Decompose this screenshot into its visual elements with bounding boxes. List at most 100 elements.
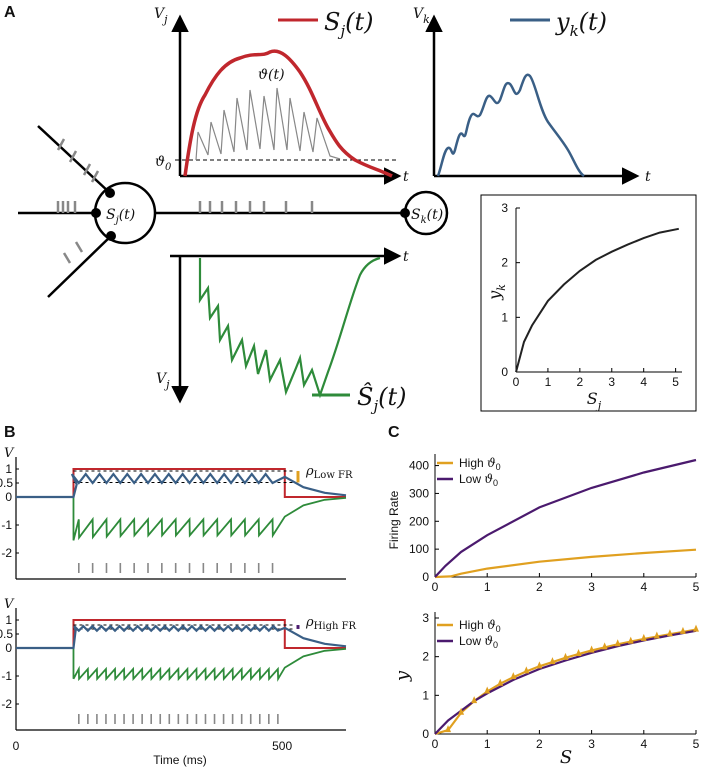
b-y-tick-label-low: 0.5 [0, 476, 13, 490]
b-y-tick-label-low: 0 [5, 490, 12, 504]
c-x-tick-label-y: 3 [588, 737, 595, 751]
c-legend-label-y: High ϑ0 [459, 618, 501, 634]
shat-trace [198, 256, 381, 399]
c-y-tick-label-fr: 300 [409, 486, 429, 500]
b-output-trace-low [16, 472, 347, 499]
input-spikes [56, 138, 314, 264]
legend-shat: Ŝj(t) [357, 382, 406, 415]
vartheta-trace [195, 87, 341, 161]
t-label-2: t [645, 169, 651, 185]
soma-j-label: Sj(t) [106, 207, 135, 226]
synapse-2 [91, 208, 101, 218]
c-x-tick-label-fr: 1 [484, 580, 491, 594]
b-rho-label-high: ρHigh FR [305, 615, 357, 632]
c-y-tick-label-fr: 100 [409, 542, 429, 556]
c-legend-label-fr: High ϑ0 [459, 456, 501, 472]
c-legend-label-fr: Low ϑ0 [459, 472, 498, 488]
synapse-4 [400, 208, 410, 218]
inset-x-tick-label: 0 [513, 375, 520, 389]
c-y-tick-label-y: 1 [422, 688, 429, 702]
c-series-marker-y [614, 639, 621, 647]
synapse-3 [106, 231, 116, 241]
inset-y-tick-label: 3 [501, 201, 508, 215]
panel-label-b: B [4, 424, 16, 441]
c-series-marker-y [562, 652, 569, 660]
c-x-tick-label-y: 5 [693, 737, 700, 751]
inset-x-tick-label: 2 [577, 375, 584, 389]
b-x-tick-label: 500 [272, 739, 292, 753]
c-y-axis-title-y: y [392, 670, 413, 682]
c-y-tick-label-fr: 200 [409, 514, 429, 528]
vartheta-t-label: ϑ(t) [258, 67, 285, 83]
inset-xlabel: Sj [587, 389, 602, 412]
c-series-marker-y [471, 696, 478, 704]
c-series-marker-y [445, 725, 452, 733]
c-y-tick-label-fr: 400 [409, 459, 429, 473]
inset-x-tick-label: 4 [640, 375, 647, 389]
c-x-tick-label-y: 2 [536, 737, 543, 751]
yk-trace [436, 73, 585, 178]
vj-axes [171, 14, 402, 185]
inset-x-tick-label: 5 [672, 375, 679, 389]
b-v-label-high: V [4, 597, 15, 612]
b-y-tick-label-low: -2 [1, 546, 12, 560]
vartheta0-label: ϑ0 [155, 154, 172, 173]
b-y-tick-label-high: -2 [1, 697, 12, 711]
soma-k-label: Sk(t) [411, 207, 443, 226]
c-series-marker-y [693, 624, 699, 632]
c-x-tick-label-y: 1 [484, 737, 491, 751]
c-series-marker-y [549, 657, 556, 665]
b-y-tick-label-high: -1 [1, 669, 12, 683]
b-rho-label-low: ρLow FR [305, 464, 353, 481]
c-series-marker-y [653, 631, 660, 639]
c-series-marker-y [627, 636, 634, 644]
c-y-axis-title-fr: Firing Rate [387, 490, 401, 549]
inset-frame [480, 194, 697, 412]
c-series-line-fr [434, 458, 697, 578]
c-series-marker-y [601, 642, 608, 650]
legend-sj: Sj(t) [324, 8, 373, 40]
c-series-marker-y [510, 672, 517, 680]
vj-label-inverted: Vj [156, 371, 170, 391]
b-y-tick-label-low: -1 [1, 518, 12, 532]
c-x-tick-label-y: 4 [640, 737, 647, 751]
c-series-marker-y [497, 678, 504, 686]
c-y-tick-label-fr: 0 [422, 570, 429, 584]
c-series-marker-y [640, 633, 647, 641]
c-x-tick-label-fr: 0 [432, 580, 439, 594]
c-y-tick-label-y: 0 [422, 727, 429, 741]
b-y-tick-label-high: 0.5 [0, 627, 13, 641]
shat-axes [170, 247, 402, 404]
b-shat-trace-low [16, 496, 347, 541]
c-x-tick-label-fr: 4 [640, 580, 647, 594]
t-label-1: t [403, 169, 409, 185]
panel-label-a: A [4, 4, 16, 21]
synapse-1 [105, 188, 115, 198]
c-x-tick-label-y: 0 [432, 737, 439, 751]
b-v-label-low: V [4, 446, 15, 461]
neuron-diagram [18, 125, 449, 298]
c-x-tick-label-fr: 2 [536, 580, 543, 594]
inset-chart: 0 1 2 3 4 5 0 1 2 3 Sj yk [485, 201, 682, 412]
vk-label: Vk [413, 6, 430, 26]
b-y-tick-label-high: 1 [5, 613, 12, 627]
c-y-tick-label-y: 3 [422, 611, 429, 625]
c-series-marker-y [484, 686, 491, 694]
c-legend-label-y: Low ϑ0 [459, 634, 498, 650]
b-output-trace-high [16, 624, 347, 650]
c-series-marker-y [458, 707, 465, 715]
c-series-marker-y [588, 645, 595, 653]
panel-label-c: C [388, 424, 400, 441]
b-x-tick-label: 0 [13, 739, 20, 753]
t-label-3: t [403, 249, 409, 265]
b-x-axis-title: Time (ms) [153, 753, 207, 767]
c-series-marker-y [536, 661, 543, 669]
legend-yk: yk(t) [555, 8, 607, 40]
b-y-tick-label-low: 1 [5, 462, 12, 476]
c-series-marker-y [679, 626, 686, 634]
c-series-line-fr [434, 548, 697, 579]
inset-ylabel: yk [485, 284, 508, 301]
